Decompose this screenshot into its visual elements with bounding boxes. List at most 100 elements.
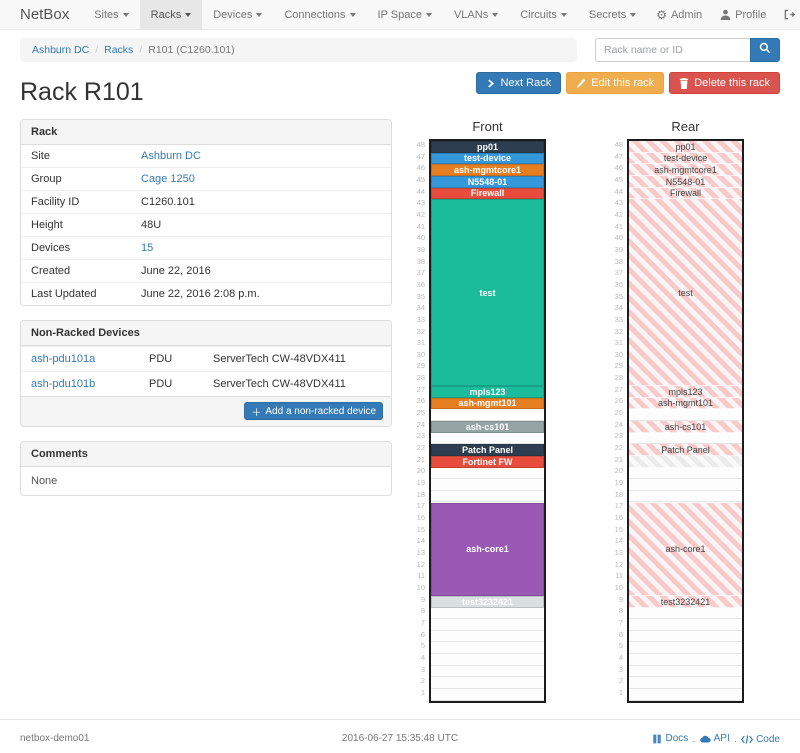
- nav-item-vlans[interactable]: VLANs: [443, 0, 509, 29]
- rack-panel-title: Rack: [21, 120, 391, 145]
- unit-number: 28: [614, 373, 623, 383]
- rack-rear-empty-unit: [629, 490, 742, 503]
- unit-number: 48: [416, 140, 425, 149]
- device-front-patch-panel[interactable]: Patch Panel: [431, 444, 544, 456]
- book-icon: [652, 734, 662, 744]
- search-icon: [759, 41, 771, 59]
- nav-item-admin[interactable]: ⚙ Admin: [656, 7, 703, 22]
- rack-rear-empty-unit: [629, 677, 742, 689]
- device-rear-ash-mgmtcore1[interactable]: ash-mgmtcore1: [629, 164, 742, 176]
- breadcrumb-separator: /: [139, 44, 143, 56]
- nav-item-secrets[interactable]: Secrets: [578, 0, 647, 29]
- edit-rack-button[interactable]: Edit this rack: [566, 72, 665, 94]
- rack-search-input[interactable]: [595, 38, 750, 62]
- nav-item-log-out[interactable]: Log out: [775, 0, 800, 29]
- device-rear-patch-panel[interactable]: Patch Panel: [629, 444, 742, 456]
- unit-number: 16: [416, 513, 425, 522]
- device-link-ash-pdu101a[interactable]: ash-pdu101a: [31, 353, 96, 365]
- breadcrumb-item-ashburn-dc[interactable]: Ashburn DC: [32, 44, 90, 56]
- device-rear-ash-cs101[interactable]: ash-cs101: [629, 421, 742, 433]
- unit-number: 9: [618, 594, 623, 604]
- unit-number: 19: [416, 478, 425, 488]
- rack-attr-facility-id: Facility ID C1260.101: [21, 190, 391, 213]
- breadcrumb: Ashburn DC / Racks / R101 (C1260.101): [20, 38, 577, 62]
- device-front-firewall[interactable]: Firewall: [431, 187, 544, 200]
- device-link-ash-pdu101b[interactable]: ash-pdu101b: [31, 378, 96, 390]
- device-front-test-device[interactable]: test-device: [431, 152, 544, 165]
- cloud-icon: [699, 734, 711, 744]
- device-front-ash-mgmt101[interactable]: ash-mgmt101: [431, 397, 544, 410]
- device-rear-pp01[interactable]: pp01: [629, 141, 742, 153]
- rack-front-empty-unit: [431, 490, 544, 503]
- rack-front-empty-unit: [431, 607, 544, 619]
- unit-number: 44: [416, 186, 425, 196]
- pencil-icon: [576, 78, 586, 88]
- footer-link-code[interactable]: Code: [741, 734, 780, 745]
- nav-item-sites[interactable]: Sites: [83, 0, 139, 29]
- rear-elevation: Rear 48 47 46 45 44 43 42 41 40 39 38 37 36 35 34 33 32 3…: [611, 119, 744, 703]
- next-rack-button[interactable]: Next Rack: [476, 72, 562, 94]
- rack-attr-created: Created June 22, 2016: [21, 259, 391, 282]
- unit-number: 43: [416, 198, 425, 208]
- chevron-down-icon: [349, 12, 356, 17]
- device-rear-mpls123[interactable]: mpls123: [629, 386, 742, 398]
- device-front-n5548-01[interactable]: N5548-01: [431, 176, 544, 188]
- device-rear-n5548-01[interactable]: N5548-01: [629, 176, 742, 188]
- footer-link-docs[interactable]: Docs: [652, 733, 688, 744]
- chevron-down-icon: [185, 12, 192, 17]
- device-rear-ash-core1[interactable]: ash-core1: [629, 502, 742, 596]
- device-front-ash-core1[interactable]: ash-core1: [431, 502, 544, 596]
- chevron-down-icon: [425, 12, 432, 17]
- device-rear-test[interactable]: test: [629, 199, 742, 386]
- unit-number: 35: [416, 291, 425, 301]
- nav-item-connections[interactable]: Connections: [273, 0, 366, 29]
- rack-rear-empty-unit: [629, 630, 742, 643]
- unit-number: 27: [614, 384, 623, 394]
- footer-link-separator: ·: [733, 735, 738, 747]
- unit-number: 45: [614, 174, 623, 184]
- nav-item-circuits[interactable]: Circuits: [509, 0, 578, 29]
- brand-netbox[interactable]: NetBox: [20, 6, 70, 23]
- unit-number: 16: [614, 513, 623, 522]
- device-front-mpls123[interactable]: mpls123: [431, 386, 544, 398]
- device-front-test[interactable]: test: [431, 199, 544, 386]
- nav-item-profile[interactable]: Profile: [711, 0, 775, 29]
- footer-hostname: netbox-demo01: [20, 733, 90, 744]
- device-front-test3232421[interactable]: test3232421: [431, 596, 544, 608]
- front-elevation-title: Front: [472, 119, 503, 134]
- front-elevation: Front 48 47 46 45 44 43 42 41 40 39 38 37 36 35 34 33 32…: [413, 119, 546, 703]
- footer-timestamp: 2016-06-27 15:35:48 UTC: [341, 733, 459, 744]
- unit-number: 9: [420, 594, 425, 604]
- search-button[interactable]: [750, 38, 780, 62]
- delete-rack-button[interactable]: Delete this rack: [669, 72, 780, 94]
- unit-number: 10: [416, 582, 425, 592]
- device-front-ash-mgmtcore1[interactable]: ash-mgmtcore1: [431, 164, 544, 176]
- unit-number: 14: [416, 536, 425, 546]
- non-racked-rows: ash-pdu101a PDU ServerTech CW-48VDX411 ash-…: [21, 346, 391, 396]
- add-non-racked-device-button[interactable]: ＋ Add a non-racked device: [244, 402, 383, 420]
- gear-icon: ⚙: [656, 7, 667, 22]
- footer-link-api[interactable]: API: [699, 733, 730, 744]
- unit-number: 44: [614, 186, 623, 196]
- nav-item-ip-space[interactable]: IP Space: [367, 0, 443, 29]
- unit-number: 48: [614, 140, 623, 149]
- unit-number: 14: [614, 536, 623, 546]
- unit-number: 30: [416, 349, 425, 359]
- unit-number: 4: [618, 652, 623, 662]
- device-rear-firewall[interactable]: Firewall: [629, 187, 742, 200]
- device-rear-test3232421[interactable]: test3232421: [629, 596, 742, 608]
- device-front-pp01[interactable]: pp01: [431, 141, 544, 153]
- code-icon: [741, 734, 754, 744]
- device-front-ash-cs101[interactable]: ash-cs101: [431, 421, 544, 433]
- unit-number: 13: [614, 547, 623, 557]
- device-rear-test-device[interactable]: test-device: [629, 152, 742, 165]
- device-rear-ash-mgmt101[interactable]: ash-mgmt101: [629, 397, 742, 410]
- rack-attr-height: Height 48U: [21, 213, 391, 236]
- nav-item-racks[interactable]: Racks: [139, 0, 203, 29]
- unit-number: 26: [416, 396, 425, 406]
- breadcrumb-item-racks[interactable]: Racks: [104, 44, 134, 56]
- nav-item-devices[interactable]: Devices: [202, 0, 273, 29]
- rack-front-empty-unit: [431, 642, 544, 654]
- unit-number: 12: [416, 559, 425, 569]
- device-front-fortinet-fw[interactable]: Fortinet FW: [431, 456, 544, 468]
